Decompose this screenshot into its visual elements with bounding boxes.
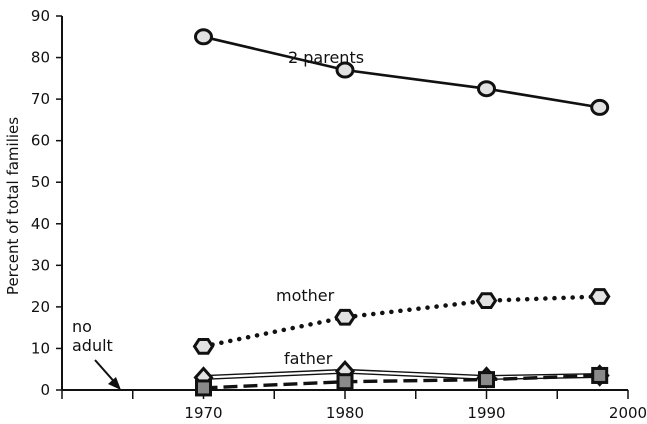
data-point-no-adult: [591, 366, 609, 384]
label-father: father: [284, 349, 333, 368]
y-tick-label: 10: [31, 339, 50, 357]
label-layer: Percent of total families 2 parents moth…: [4, 48, 364, 368]
series-line-mother: [201, 294, 602, 349]
data-point-no-adult: [478, 371, 495, 389]
data-point-mother: [334, 308, 356, 326]
label-no-adult-line2: adult: [72, 336, 113, 355]
data-point-2-parents: [194, 28, 213, 46]
y-tick-label: 80: [31, 49, 50, 67]
axes: 0 10 20 30 40 50 60 70 80 90 1970 1980 1990 2000: [31, 7, 647, 422]
data-point-no-adult: [336, 373, 354, 391]
label-mother: mother: [276, 286, 335, 305]
label-no-adult-line1: no: [72, 317, 92, 336]
data-point-2-parents: [477, 80, 496, 98]
x-tick-label: 1970: [184, 404, 222, 422]
no-adult-arrow: [94, 359, 121, 390]
series-line-2-parents: [203, 35, 600, 109]
data-point-2-parents: [335, 61, 355, 79]
y-tick-label: 30: [31, 256, 50, 274]
y-tick-label: 90: [31, 7, 50, 25]
series-layer: [192, 28, 611, 397]
data-point-2-parents: [590, 98, 610, 116]
y-tick-label: 20: [31, 298, 50, 316]
y-tick-label: 60: [31, 132, 50, 150]
y-tick-label: 50: [31, 173, 50, 191]
y-tick-label: 0: [40, 381, 50, 399]
data-point-mother: [475, 292, 498, 309]
series-line-no-adult: [203, 373, 600, 390]
x-tick-label: 1990: [467, 404, 505, 422]
series-line-inner-father: [203, 370, 600, 379]
data-point-mother: [192, 338, 215, 355]
y-tick-label: 40: [31, 215, 50, 233]
x-tick-label: 1980: [326, 404, 364, 422]
y-axis-title: Percent of total families: [4, 117, 22, 295]
data-point-no-adult: [195, 379, 212, 397]
data-point-mother: [588, 288, 611, 305]
y-tick-label: 70: [31, 90, 50, 108]
label-2-parents: 2 parents: [288, 48, 364, 67]
x-tick-label: 2000: [609, 404, 647, 422]
